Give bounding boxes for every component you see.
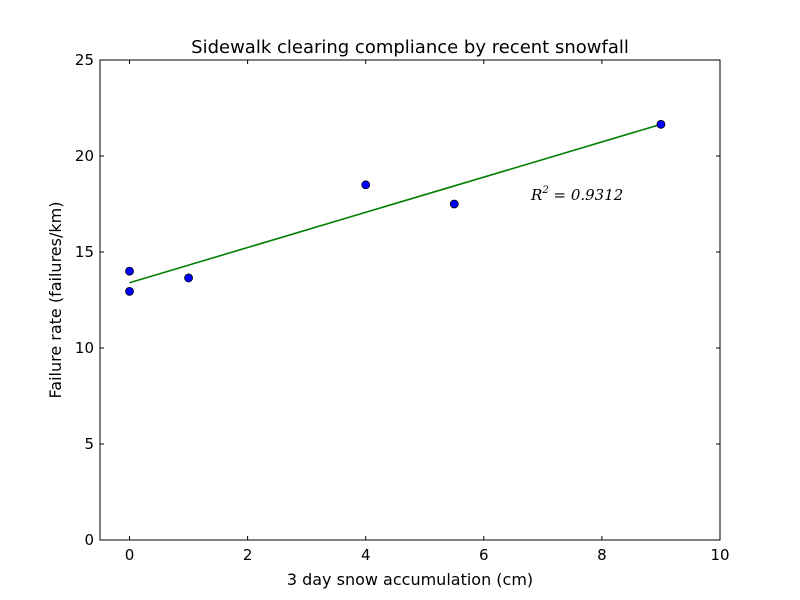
y-axis-label: Failure rate (failures/km) bbox=[46, 202, 65, 399]
data-point bbox=[125, 286, 134, 296]
data-point bbox=[361, 180, 371, 190]
annotation-base: R bbox=[530, 186, 542, 204]
x-tick-label: 6 bbox=[479, 546, 489, 564]
data-point bbox=[184, 273, 193, 283]
series-layer bbox=[125, 119, 666, 296]
chart-title: Sidewalk clearing compliance by recent s… bbox=[191, 37, 629, 58]
axis-ticks bbox=[100, 59, 721, 541]
fit-line bbox=[129, 123, 662, 284]
x-axis-label: 3 day snow accumulation (cm) bbox=[287, 570, 533, 589]
plot-area bbox=[99, 59, 721, 541]
y-tick-label: 0 bbox=[84, 531, 94, 549]
tick-labels: 0 2 4 6 8 10 0 5 10 15 20 25 bbox=[75, 51, 730, 564]
data-point bbox=[449, 199, 459, 209]
data-point bbox=[125, 266, 134, 276]
r-squared-annotation: R2 = 0.9312 bbox=[530, 185, 623, 204]
x-tick-label: 2 bbox=[243, 546, 253, 564]
y-tick-label: 15 bbox=[75, 243, 94, 261]
annotation-value: = 0.9312 bbox=[549, 186, 624, 204]
x-tick-label: 0 bbox=[125, 546, 135, 564]
y-tick-label: 20 bbox=[75, 147, 94, 165]
annotation-superscript: 2 bbox=[541, 185, 548, 196]
data-point bbox=[656, 119, 666, 129]
y-tick-label: 5 bbox=[84, 435, 94, 453]
y-tick-label: 10 bbox=[75, 339, 94, 357]
x-tick-label: 10 bbox=[710, 546, 729, 564]
x-tick-label: 8 bbox=[597, 546, 607, 564]
x-tick-label: 4 bbox=[361, 546, 371, 564]
y-tick-label: 25 bbox=[75, 51, 94, 69]
